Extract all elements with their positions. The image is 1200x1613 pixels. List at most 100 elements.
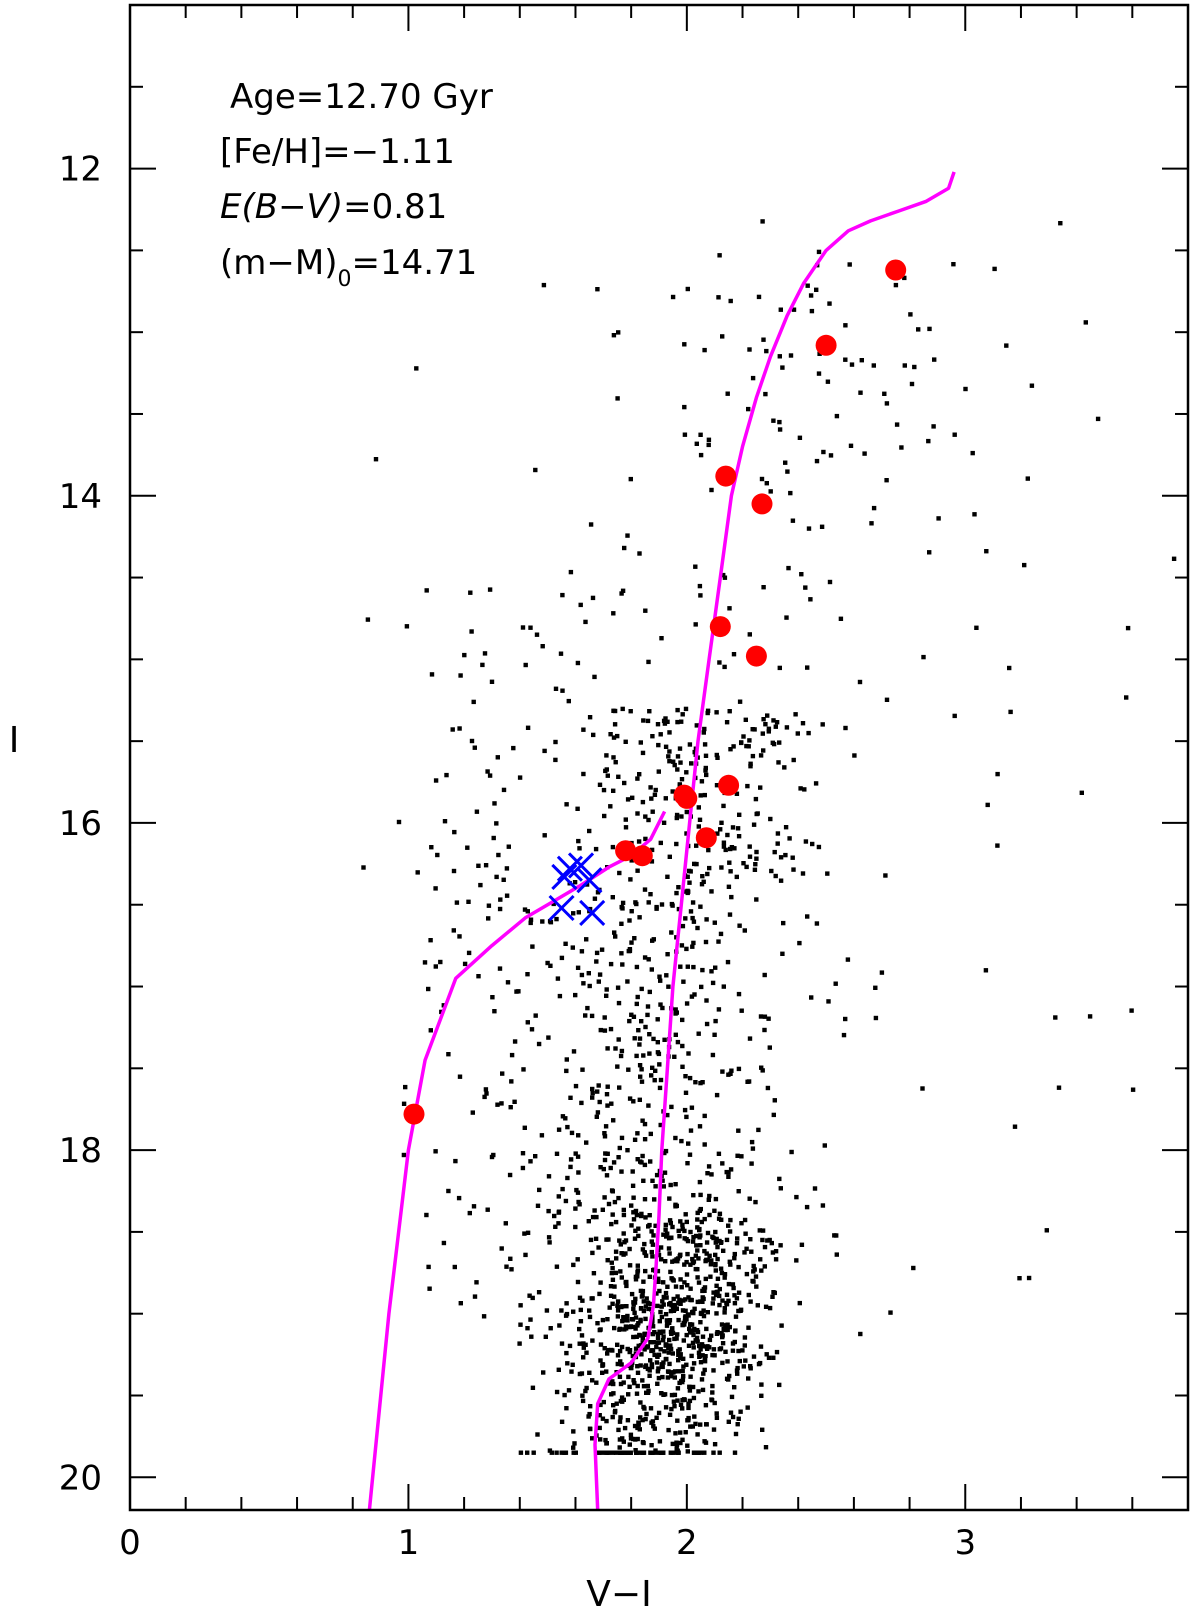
field-star-point — [634, 901, 639, 907]
field-star-point — [571, 1309, 576, 1314]
field-star-point — [746, 1079, 752, 1084]
field-star-point — [734, 1241, 740, 1246]
field-star-point — [590, 1086, 595, 1092]
field-star-point — [602, 1195, 607, 1200]
field-star-point — [742, 1217, 748, 1223]
field-star-point — [927, 550, 932, 555]
field-star-point — [575, 1190, 581, 1195]
field-star-point — [673, 1032, 678, 1037]
field-star-point — [548, 920, 554, 925]
field-star-point — [696, 1350, 702, 1355]
field-star-point — [727, 1373, 732, 1379]
field-star-point — [733, 1431, 739, 1437]
field-star-point — [699, 1310, 704, 1316]
field-star-point — [628, 1432, 634, 1437]
field-star-point — [732, 1251, 737, 1257]
field-star-point — [671, 1370, 676, 1375]
field-star-point — [525, 1020, 530, 1025]
field-star-point — [719, 820, 724, 825]
field-star-point — [647, 1274, 652, 1279]
field-star-point — [759, 476, 765, 482]
field-star-point — [751, 1354, 757, 1359]
field-star-point — [739, 1221, 744, 1226]
field-star-point — [697, 817, 703, 822]
field-star-point — [820, 1203, 826, 1208]
field-star-point — [729, 845, 735, 850]
field-star-point — [617, 1238, 622, 1243]
field-star-point — [678, 1430, 683, 1435]
field-star-point — [797, 1300, 802, 1306]
field-star-point — [646, 1224, 651, 1229]
field-star-point — [604, 1441, 609, 1446]
field-star-point — [682, 1107, 688, 1113]
field-star-point — [710, 1383, 715, 1389]
field-star-point — [649, 1420, 654, 1425]
field-star-point — [558, 651, 564, 656]
field-star-point — [795, 731, 800, 736]
field-star-point — [613, 760, 618, 765]
field-star-point — [501, 787, 507, 793]
field-star-point — [646, 1301, 651, 1306]
field-star-point — [742, 1335, 748, 1340]
annotation-dm-prefix: (m−M) — [220, 243, 337, 283]
field-star-point — [772, 1290, 777, 1296]
field-star-point — [995, 771, 1000, 777]
field-star-point — [625, 1148, 630, 1153]
field-star-point — [556, 1127, 562, 1132]
isochrone-rgb-line — [593, 171, 956, 1511]
field-star-point — [487, 773, 493, 778]
field-star-point — [699, 882, 705, 887]
field-star-point — [621, 1207, 626, 1213]
field-star-point — [711, 1368, 716, 1373]
field-star-point — [579, 1333, 585, 1338]
field-star-point — [694, 861, 699, 867]
field-star-point — [680, 1308, 686, 1313]
field-star-point — [672, 1404, 677, 1409]
field-star-point — [816, 371, 822, 376]
field-star-point — [707, 1212, 712, 1218]
field-star-point — [902, 363, 907, 368]
field-star-point — [666, 984, 671, 989]
field-star-point — [619, 1344, 625, 1350]
field-star-point — [649, 796, 654, 801]
field-star-point — [675, 1386, 681, 1391]
field-star-point — [697, 1354, 702, 1359]
field-star-point — [630, 1169, 635, 1174]
field-star-point — [1129, 1008, 1134, 1013]
blue-cross-point — [551, 863, 578, 890]
field-star-point — [684, 1362, 689, 1367]
field-star-point — [805, 914, 810, 919]
field-star-point — [610, 844, 616, 850]
field-star-point — [404, 624, 410, 629]
field-star-point — [760, 219, 765, 224]
field-star-point — [761, 748, 766, 753]
field-star-point — [666, 1350, 671, 1355]
field-star-point — [668, 1220, 673, 1226]
field-star-point — [813, 781, 819, 786]
field-star-point — [681, 1338, 686, 1343]
field-star-point — [545, 960, 550, 966]
field-star-point — [652, 1330, 657, 1335]
field-star-point — [590, 595, 596, 601]
x-tick-label: 1 — [398, 1523, 420, 1563]
field-star-point — [457, 726, 462, 731]
field-star-point — [783, 825, 789, 830]
field-star-point — [773, 873, 778, 879]
field-star-point — [663, 744, 669, 749]
field-star-point — [659, 1257, 664, 1262]
field-star-point — [715, 1244, 720, 1250]
field-star-point — [655, 1381, 660, 1386]
field-star-point — [679, 1138, 684, 1144]
field-star-point — [712, 1442, 718, 1447]
field-star-point — [758, 1257, 763, 1262]
field-star-point — [737, 1358, 742, 1364]
field-star-point — [713, 1292, 719, 1298]
field-star-point — [695, 1432, 700, 1437]
field-star-point — [679, 1285, 684, 1290]
field-star-point — [719, 865, 724, 870]
field-star-point — [706, 437, 712, 442]
field-star-point — [663, 1342, 668, 1347]
field-star-point — [619, 1048, 625, 1054]
field-star-point — [762, 1014, 768, 1019]
field-star-point — [700, 1353, 705, 1358]
